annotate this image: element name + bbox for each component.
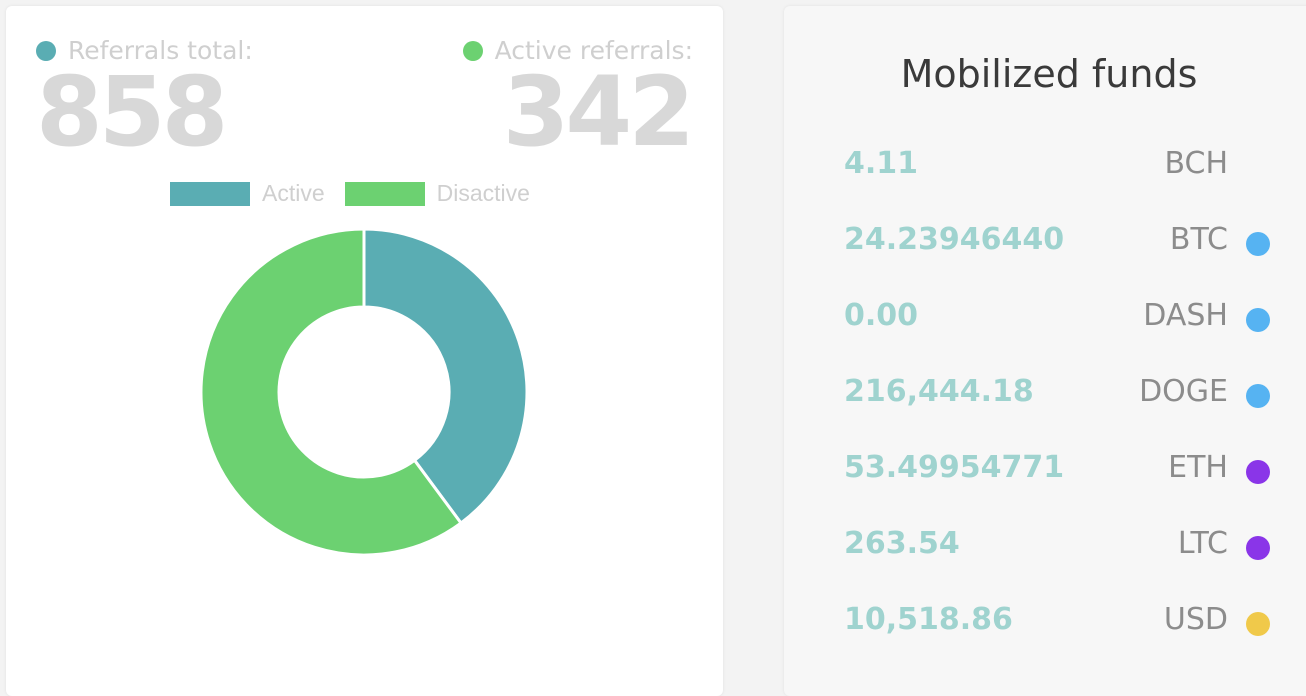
fund-currency: BTC: [1169, 222, 1228, 257]
status-dot-icon: [1246, 612, 1270, 636]
mobilized-funds-card: Mobilized funds 4.11 BCH 24.23946440 BTC 0.0…: [784, 6, 1306, 696]
legend-item-disactive[interactable]: Disactive: [344, 180, 530, 207]
fund-amount: 263.54: [844, 526, 960, 561]
fund-amount: 53.49954771: [844, 450, 1065, 485]
donut-slice-active[interactable]: [362, 227, 529, 526]
active-referrals-label-text: Active referrals:: [494, 36, 693, 65]
active-referrals-label: Active referrals:: [462, 36, 693, 65]
referrals-donut-chart: [199, 227, 529, 557]
referrals-total-label-text: Referrals total:: [68, 36, 253, 65]
legend-swatch-disactive: [344, 181, 425, 206]
fund-amount: 10,518.86: [844, 602, 1013, 637]
fund-row-dash: 0.00 DASH: [784, 298, 1306, 338]
fund-row-doge: 216,444.18 DOGE: [784, 374, 1306, 414]
funds-title: Mobilized funds: [900, 52, 1198, 96]
active-referrals-dot-icon: [462, 40, 483, 61]
fund-row-eth: 53.49954771 ETH: [784, 450, 1306, 490]
fund-row-ltc: 263.54 LTC: [784, 526, 1306, 566]
status-dot-icon: [1246, 536, 1270, 560]
referrals-total-dot-icon: [36, 40, 56, 61]
fund-currency: DASH: [1143, 298, 1228, 333]
fund-currency: USD: [1163, 602, 1228, 637]
status-dot-icon: [1246, 232, 1270, 256]
fund-currency: BCH: [1164, 146, 1228, 181]
status-dot-icon: [1246, 384, 1270, 408]
legend-label-disactive: Disactive: [436, 180, 530, 206]
fund-amount: 216,444.18: [844, 374, 1034, 409]
fund-currency: LTC: [1177, 526, 1228, 561]
fund-amount: 4.11: [844, 146, 919, 181]
fund-amount: 0.00: [844, 298, 919, 333]
status-dot-icon: [1246, 460, 1270, 484]
fund-row-usd: 10,518.86 USD: [784, 602, 1306, 642]
active-referrals-value: 342: [502, 56, 695, 168]
chart-legend: Active Disactive: [170, 180, 550, 207]
legend-label-active: Active: [262, 180, 325, 206]
legend-swatch-active: [170, 181, 250, 206]
fund-row-bch: 4.11 BCH: [784, 146, 1306, 186]
referrals-total-label: Referrals total:: [36, 36, 253, 65]
fund-currency: ETH: [1168, 450, 1228, 485]
fund-row-btc: 24.23946440 BTC: [784, 222, 1306, 262]
legend-item-active[interactable]: Active: [170, 180, 325, 207]
fund-currency: DOGE: [1139, 374, 1228, 409]
referrals-card: Referrals total: 858 Active referrals: 3…: [6, 6, 723, 696]
fund-amount: 24.23946440: [844, 222, 1065, 257]
donut-slice-disactive[interactable]: [199, 227, 464, 557]
status-dot-icon: [1246, 308, 1270, 332]
referrals-total-value: 858: [36, 56, 228, 168]
